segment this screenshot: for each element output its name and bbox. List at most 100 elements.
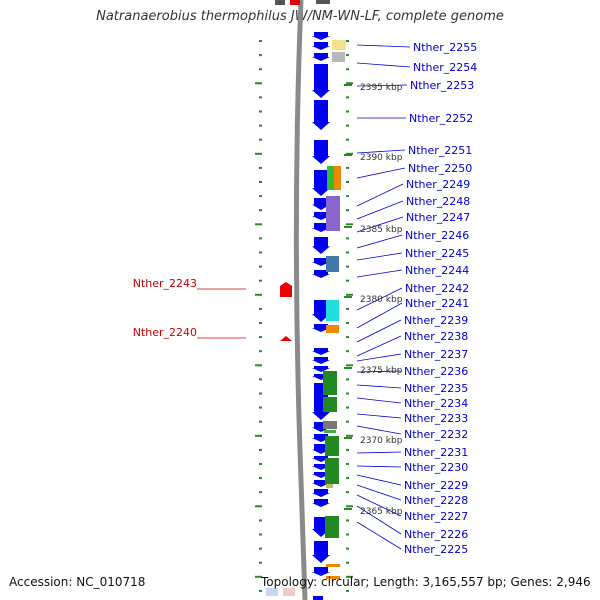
genome-backbone [293, 0, 308, 600]
left-tick [255, 223, 262, 226]
cds-arrow [312, 357, 330, 364]
gene-label: Nther_2244 [405, 264, 469, 277]
left-tick [259, 279, 262, 282]
cds-arrow [312, 64, 330, 98]
right-tick [346, 54, 349, 57]
cds-arrow [312, 212, 330, 220]
right-tick [346, 336, 349, 339]
right-tick [346, 223, 353, 226]
gene-label: Nther_2234 [404, 397, 468, 410]
leader-line [356, 252, 403, 261]
leader-line [356, 451, 402, 454]
left-tick [259, 96, 262, 99]
right-tick [346, 322, 349, 324]
cds-arrow [312, 324, 330, 332]
gene-label-reverse: Nther_2243 [133, 277, 197, 290]
cds-arrow [312, 456, 330, 462]
gene-label: Nther_2226 [404, 528, 468, 541]
cds-arrow [312, 140, 330, 164]
left-tick [259, 124, 262, 127]
leader-line [356, 353, 402, 362]
right-tick [346, 392, 349, 395]
cds-arrow [312, 42, 330, 50]
label-leader-lines [197, 44, 411, 550]
leader-line [356, 505, 402, 535]
feature-block [324, 430, 336, 433]
feature-block [326, 256, 339, 272]
leader-line [356, 84, 408, 87]
cds-arrow [312, 270, 330, 278]
right-tick [346, 237, 349, 240]
leader-line [356, 494, 402, 517]
gene-label: Nther_2246 [405, 229, 469, 242]
leader-line [356, 521, 402, 550]
feature-block [325, 458, 339, 484]
accession-text: Accession: NC_010718 [9, 575, 146, 589]
left-tick [259, 448, 262, 451]
leader-line [356, 216, 404, 233]
right-tick [346, 307, 349, 310]
cds-arrow [312, 170, 330, 196]
cds-arrow [312, 198, 330, 210]
left-tick [259, 251, 262, 254]
cds-arrow-reverse [280, 282, 292, 297]
right-tick [346, 434, 353, 437]
leader-line [356, 465, 402, 468]
leader-line [356, 397, 402, 404]
feature-block [323, 397, 337, 412]
right-tick [346, 378, 349, 381]
right-tick [346, 152, 353, 155]
leader-line [356, 269, 403, 278]
right-tick [346, 575, 353, 578]
cds-arrow [312, 237, 330, 254]
left-tick-track [255, 40, 262, 592]
cds-arrow [312, 32, 330, 40]
cds-arrow-reverse [280, 336, 292, 341]
right-tick [346, 448, 349, 451]
leader-line [356, 62, 411, 68]
gene-label: Nther_2229 [404, 479, 468, 492]
right-tick [346, 265, 349, 268]
right-tick [346, 40, 349, 42]
genome-summary: Topology: circular; Length: 3,165,557 bp… [261, 575, 591, 589]
cds-arrow [312, 348, 330, 355]
right-tick [346, 195, 349, 198]
right-tick [346, 124, 349, 127]
feature-block [334, 166, 341, 190]
cds-arrow [312, 499, 330, 507]
gene-label-reverse: Nther_2240 [133, 326, 197, 339]
leader-line [356, 44, 411, 48]
leader-line [356, 234, 403, 249]
left-tick [259, 209, 262, 212]
feature-block [327, 166, 334, 190]
gene-label: Nther_2230 [404, 461, 468, 474]
kbp-label: 2390 kbp [360, 153, 403, 163]
reverse-gene-labels: Nther_2243 Nther_2240 [133, 277, 197, 339]
gene-label: Nther_2250 [408, 162, 472, 175]
right-tick [346, 589, 349, 592]
gene-label: Nther_2227 [404, 510, 468, 523]
gene-label: Nther_2235 [404, 382, 468, 395]
cds-arrow [312, 53, 330, 61]
leader-line [356, 484, 402, 501]
cds-arrow [312, 223, 330, 232]
right-tick [346, 166, 349, 169]
cds-arrow [312, 366, 330, 372]
gene-label: Nther_2255 [413, 41, 477, 54]
gene-label: Nther_2248 [406, 195, 470, 208]
left-tick [259, 237, 262, 240]
leader-line [356, 413, 402, 419]
leader-line [356, 167, 406, 179]
left-tick [259, 533, 262, 536]
position-markers: 2395 kbp 2390 kbp 2385 kbp 2380 kbp 2375 kbp… [344, 83, 403, 517]
leader-line [356, 474, 402, 486]
right-tick [346, 68, 349, 71]
leader-line [356, 370, 402, 373]
left-tick [255, 434, 262, 437]
feature-block [323, 421, 337, 429]
right-tick [346, 279, 349, 282]
left-tick [259, 68, 262, 71]
feature-block [326, 325, 339, 333]
feature-block [326, 576, 340, 579]
left-tick [255, 505, 262, 508]
